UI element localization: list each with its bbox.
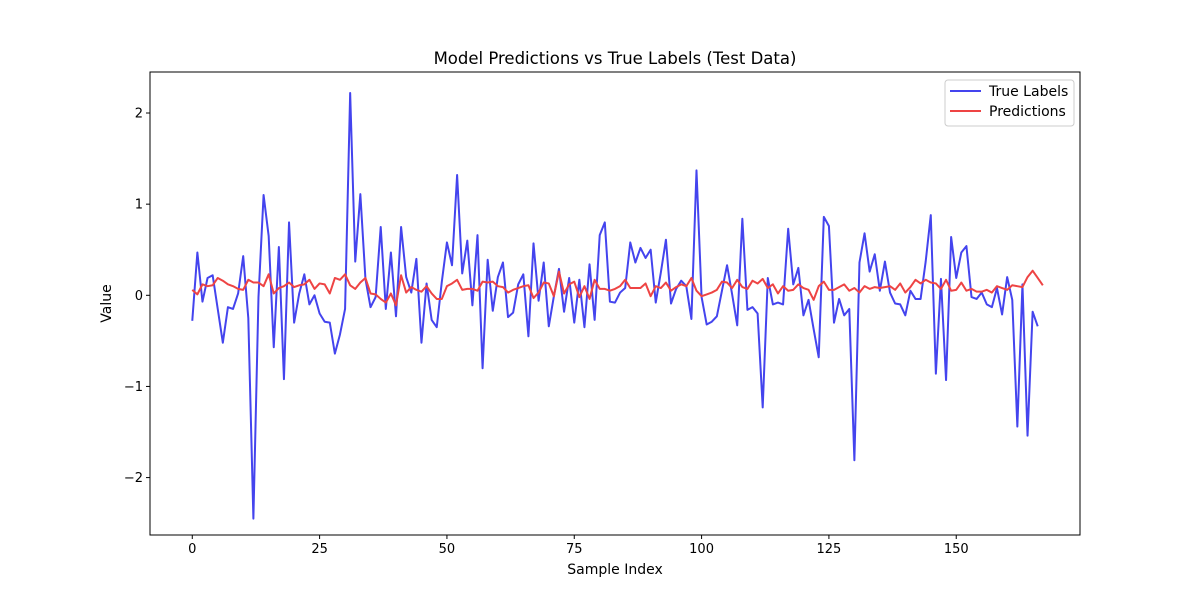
y-axis-ticks: −2 −1 0 1 2 <box>124 107 150 486</box>
x-tick-label: 125 <box>816 542 841 557</box>
x-tick-label: 25 <box>311 542 328 557</box>
x-axis-label: Sample Index <box>567 562 662 578</box>
y-tick-label: 0 <box>135 289 143 304</box>
legend-label-predictions: Predictions <box>989 104 1066 120</box>
y-tick-label: 1 <box>135 198 143 213</box>
y-tick-label: −1 <box>124 380 143 395</box>
x-tick-label: 0 <box>188 542 196 557</box>
y-tick-label: −2 <box>124 471 143 486</box>
y-tick-label: 2 <box>135 107 143 122</box>
series-line-true-labels <box>191 91 1039 520</box>
chart-title: Model Predictions vs True Labels (Test D… <box>434 49 797 68</box>
axes-frame <box>149 71 1081 536</box>
x-tick-label: 50 <box>439 542 456 557</box>
series-line-predictions <box>191 269 1044 307</box>
legend: True Labels Predictions <box>944 79 1075 127</box>
y-axis-label: Value <box>99 284 115 322</box>
legend-label-true-labels: True Labels <box>988 84 1068 100</box>
x-tick-label: 75 <box>566 542 583 557</box>
x-axis-ticks: 0 25 50 75 100 125 150 <box>188 535 969 557</box>
x-tick-label: 150 <box>944 542 969 557</box>
plot-lines <box>191 91 1044 520</box>
x-tick-label: 100 <box>689 542 714 557</box>
